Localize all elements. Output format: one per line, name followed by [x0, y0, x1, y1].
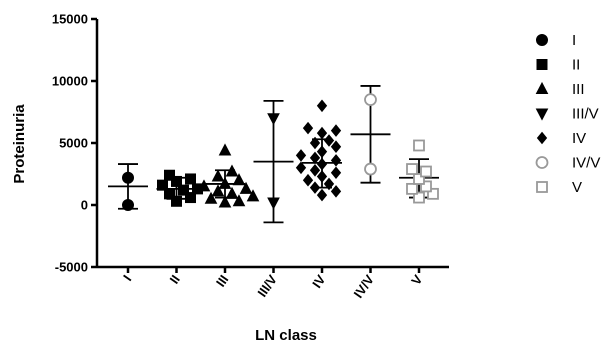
data-point	[330, 166, 342, 180]
legend-marker-iv-v	[535, 156, 549, 169]
data-point	[309, 151, 321, 165]
x-tick-label: II	[167, 272, 183, 287]
data-point	[185, 192, 196, 204]
y-axis: -5000 0 5000 10000 15000	[52, 12, 99, 275]
data-point	[323, 134, 335, 147]
legend-marker-iii-v	[535, 108, 549, 121]
data-point	[330, 124, 342, 137]
legend-label-iii: III	[572, 81, 585, 98]
data-point	[218, 176, 232, 189]
legend-marker-ii	[536, 59, 548, 70]
data-point	[232, 194, 246, 207]
legend-marker-iv	[536, 131, 548, 145]
data-point	[316, 99, 328, 113]
plot-area	[108, 85, 439, 224]
series-iv	[295, 99, 342, 202]
legend-label-iv-v: IV/V	[572, 155, 600, 172]
series-iii-v	[253, 99, 294, 224]
data-point	[323, 177, 335, 191]
data-point	[122, 199, 134, 211]
x-tick-label: V	[408, 272, 425, 288]
data-point	[413, 173, 425, 185]
data-point	[309, 136, 321, 150]
data-point	[420, 165, 432, 178]
data-point	[164, 188, 175, 200]
data-point	[316, 145, 328, 158]
legend-label-iv: IV	[572, 130, 586, 147]
data-point	[316, 170, 328, 183]
y-tick-label: 10000	[52, 74, 88, 89]
data-point	[267, 197, 280, 210]
data-point	[171, 195, 182, 207]
data-point	[178, 184, 189, 196]
data-point	[267, 113, 280, 126]
data-point	[218, 143, 232, 156]
data-point	[330, 154, 342, 167]
data-point	[420, 180, 432, 193]
data-point	[302, 173, 314, 187]
series-iii	[197, 143, 260, 208]
data-point	[211, 184, 225, 197]
data-point	[364, 162, 377, 176]
series-v	[399, 139, 439, 204]
data-point	[239, 181, 253, 194]
x-tick-label: IV	[309, 272, 329, 291]
y-tick-label: 0	[81, 198, 88, 213]
legend-marker-iii	[535, 81, 549, 94]
data-point	[246, 189, 260, 202]
x-tick-label: IV/V	[351, 272, 378, 301]
data-point	[295, 149, 307, 162]
data-point	[427, 187, 439, 200]
data-point	[225, 186, 239, 199]
data-point	[316, 188, 328, 202]
data-point	[316, 157, 328, 171]
data-point	[157, 179, 168, 191]
legend-label-i: I	[572, 32, 576, 49]
x-tick-label: I	[120, 272, 134, 284]
data-point	[413, 191, 425, 204]
data-point	[330, 140, 342, 154]
x-axis: I II III III/V IV IV/V V	[97, 265, 449, 301]
data-point	[330, 185, 342, 198]
data-point	[316, 126, 328, 140]
x-tick-label: III	[213, 272, 232, 289]
data-point	[171, 175, 182, 187]
data-point	[309, 181, 321, 194]
data-point	[295, 161, 307, 175]
x-tick-label: III/V	[254, 272, 280, 300]
data-point	[406, 182, 418, 195]
series-ii	[156, 169, 203, 207]
data-point	[232, 173, 246, 186]
legend-label-v: V	[572, 179, 582, 196]
x-axis-title: LN class	[255, 327, 317, 344]
data-point	[309, 163, 321, 177]
legend-marker-i	[536, 34, 548, 46]
data-point	[364, 93, 377, 106]
series-iv-v	[350, 85, 391, 184]
data-point	[185, 173, 196, 185]
data-point	[218, 195, 232, 208]
data-point	[122, 171, 134, 184]
y-axis-title: Proteinuria	[11, 104, 28, 184]
data-point	[211, 169, 225, 182]
data-point	[225, 164, 239, 177]
data-point	[204, 191, 218, 204]
y-tick-label: 5000	[59, 136, 88, 151]
legend-label-ii: II	[572, 57, 580, 74]
y-tick-label: -5000	[55, 260, 88, 275]
data-point	[413, 139, 425, 152]
series-i	[108, 163, 148, 211]
data-point	[302, 121, 314, 135]
data-point	[164, 169, 175, 181]
legend-label-iii-v: III/V	[572, 106, 599, 123]
data-point	[406, 163, 418, 175]
data-point	[197, 179, 211, 192]
y-tick-label: 15000	[52, 12, 88, 27]
legend-marker-v	[536, 181, 548, 193]
